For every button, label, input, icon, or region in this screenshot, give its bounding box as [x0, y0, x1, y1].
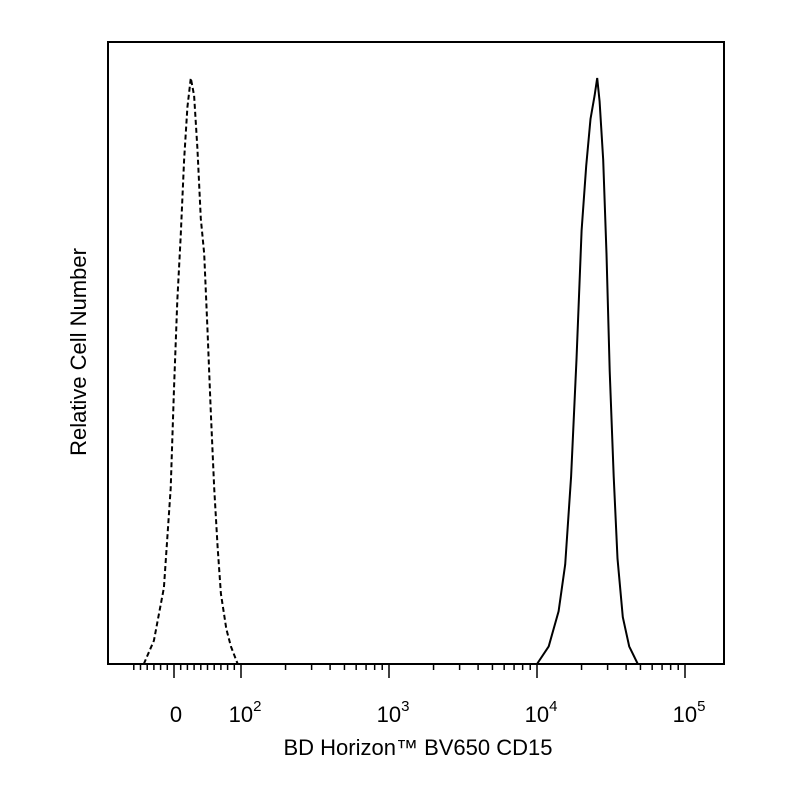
- x-tick-label: 103: [377, 698, 410, 727]
- x-axis-label: BD Horizon™ BV650 CD15: [283, 735, 552, 760]
- x-tick-label: 102: [229, 698, 262, 727]
- x-axis-ticks: [133, 664, 686, 678]
- x-tick-label: 104: [525, 698, 558, 727]
- series-solid-line: [536, 77, 639, 665]
- series-group: [142, 77, 639, 665]
- x-axis-tick-labels: 0 102 103 104 105: [170, 698, 706, 727]
- x-tick-label: 0: [170, 702, 182, 727]
- plot-frame: [107, 41, 725, 665]
- x-tick-label: 105: [673, 698, 706, 727]
- y-axis-label: Relative Cell Number: [66, 248, 91, 456]
- series-dashed-line: [142, 77, 239, 665]
